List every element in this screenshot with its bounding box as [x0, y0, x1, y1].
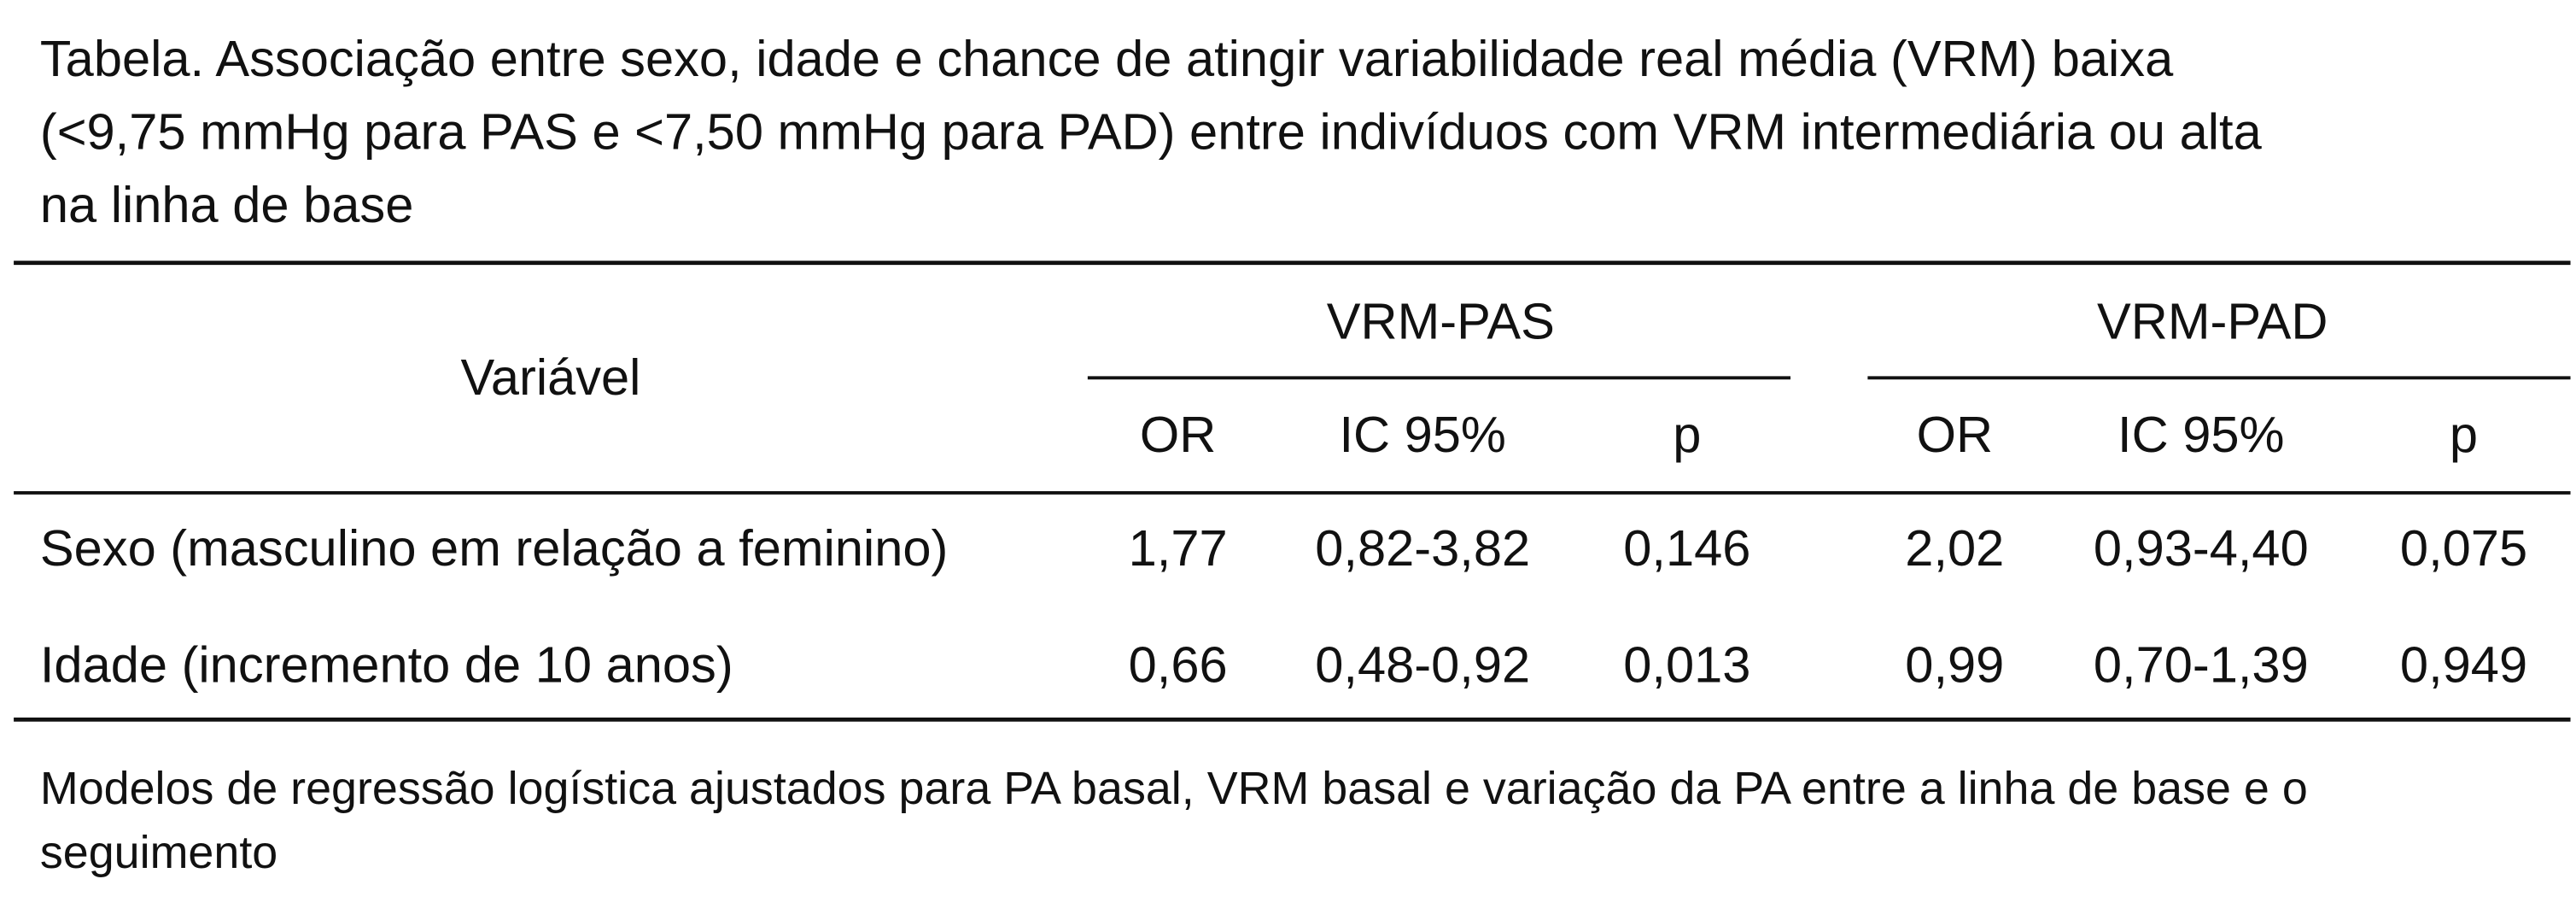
cell: 0,82-3,82 — [1315, 519, 1530, 577]
column-header: OR — [1917, 406, 1993, 463]
cell: 0,99 — [1905, 636, 2004, 693]
row-label: Sexo (masculino em relação a feminino) — [40, 519, 949, 577]
cell: 0,075 — [2400, 519, 2527, 577]
title-line: Tabela. Associação entre sexo, idade e c… — [40, 30, 2174, 87]
column-header: OR — [1140, 406, 1216, 463]
group-header: VRM-PAD — [2097, 293, 2328, 350]
title-line: na linha de base — [40, 176, 414, 233]
cell: 0,48-0,92 — [1315, 636, 1530, 693]
column-header: IC 95% — [2117, 406, 2284, 463]
footnote-line: Modelos de regressão logística ajustados… — [40, 763, 2308, 814]
footnote-line: seguimento — [40, 827, 277, 878]
column-header: p — [2450, 406, 2478, 463]
cell: 0,93-4,40 — [2094, 519, 2309, 577]
cell: 0,70-1,39 — [2094, 636, 2309, 693]
column-header: Variável — [461, 349, 641, 406]
group-header: VRM-PAS — [1327, 293, 1555, 350]
cell: 0,013 — [1623, 636, 1750, 693]
cell: 1,77 — [1129, 519, 1228, 577]
row-label: Idade (incremento de 10 anos) — [40, 636, 733, 693]
cell: 0,949 — [2400, 636, 2527, 693]
column-header: IC 95% — [1339, 406, 1505, 463]
cell: 0,146 — [1623, 519, 1750, 577]
cell: 0,66 — [1129, 636, 1228, 693]
cell: 2,02 — [1905, 519, 2004, 577]
column-header: p — [1673, 406, 1701, 463]
title-line: (<9,75 mmHg para PAS e <7,50 mmHg para P… — [40, 103, 2263, 160]
